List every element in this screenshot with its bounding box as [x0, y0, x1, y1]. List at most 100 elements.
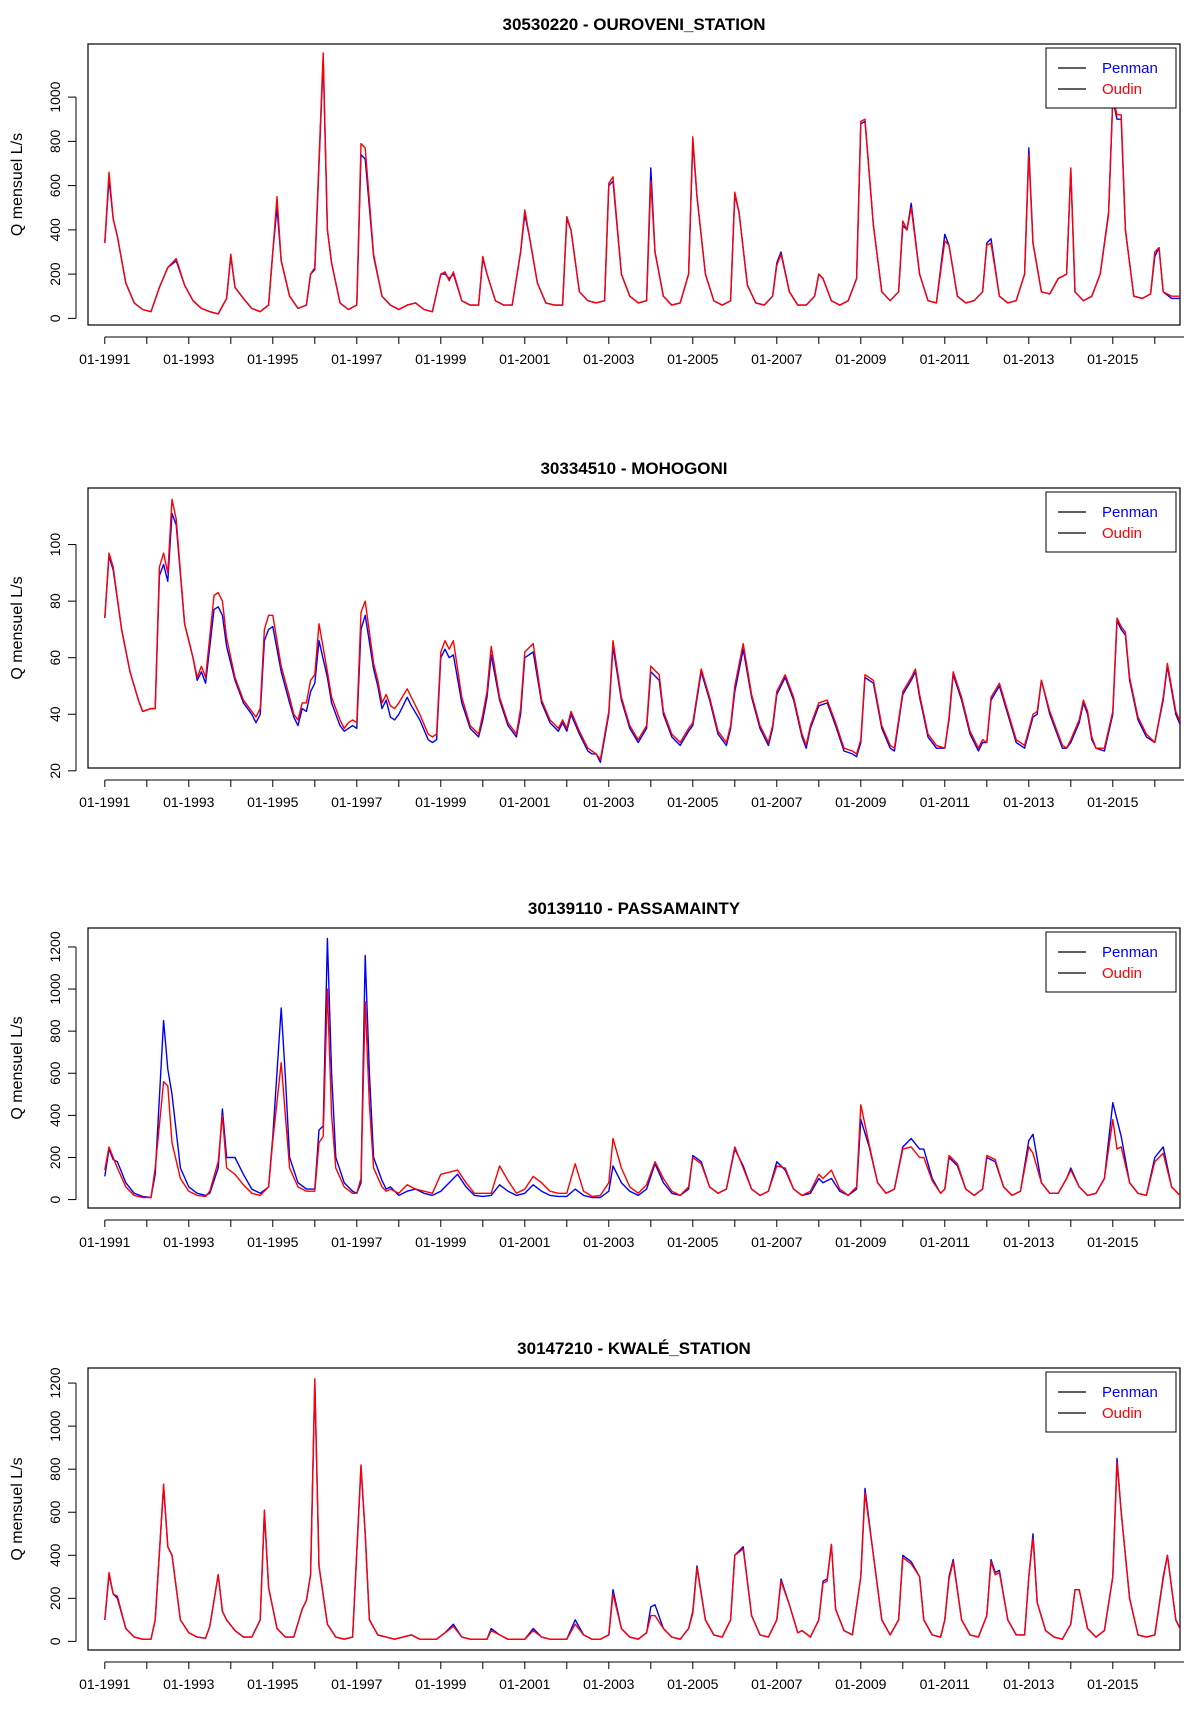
chart-title: 30530220 - OUROVENI_STATION — [503, 15, 766, 34]
chart-panel-1: 30530220 - OUROVENI_STATION Q mensuel L/s… — [9, 15, 1184, 367]
legend-box — [1045, 931, 1177, 993]
x-tick-label: 01-1993 — [163, 1676, 215, 1692]
x-tick-label: 01-2015 — [1087, 1676, 1139, 1692]
x-tick-label: 01-1991 — [79, 351, 131, 367]
y-tick-label: 600 — [47, 1500, 63, 1524]
legend: Penman Oudin — [1045, 931, 1177, 993]
x-tick-label: 01-2015 — [1087, 1234, 1139, 1250]
chart-panel-2: 30334510 - MOHOGONI Q mensuel L/s 20 40 60 80… — [9, 459, 1184, 810]
y-tick-label: 80 — [47, 593, 63, 609]
x-tick-label: 01-2013 — [1003, 1234, 1055, 1250]
x-tick-label: 01-1995 — [247, 351, 299, 367]
x-tick-label: 01-2003 — [583, 794, 635, 810]
y-axis-label: Q mensuel L/s — [9, 1016, 26, 1119]
x-tick-label: 01-2007 — [751, 1234, 803, 1250]
x-tick-label: 01-2005 — [667, 794, 719, 810]
y-tick-label: 1000 — [47, 81, 63, 112]
y-tick-label: 800 — [47, 129, 63, 153]
series-line-oudin — [104, 988, 1180, 1199]
x-tick-label: 01-1999 — [415, 1234, 467, 1250]
x-tick-label: 01-1993 — [163, 1234, 215, 1250]
x-tick-label: 01-2011 — [920, 1234, 971, 1250]
x-tick-label: 01-2007 — [751, 794, 803, 810]
legend-label-penman: Penman — [1102, 60, 1158, 77]
y-tick-label: 0 — [47, 314, 63, 322]
x-tick-label: 01-2009 — [835, 351, 887, 367]
chart-panel-4: 30147210 - KWALÉ_STATION Q mensuel L/s 0 20… — [9, 1339, 1184, 1692]
chart-title: 30139110 - PASSAMAINTY — [528, 899, 741, 918]
x-tick-label: 01-2015 — [1087, 794, 1139, 810]
x-tick-label: 01-1995 — [247, 1234, 299, 1250]
x-tick-label: 01-2011 — [920, 794, 971, 810]
x-tick-label: 01-1997 — [331, 1234, 383, 1250]
series-line-penman — [104, 58, 1180, 315]
legend-box — [1045, 491, 1177, 553]
x-tick-label: 01-2005 — [667, 1234, 719, 1250]
x-tick-label: 01-1993 — [163, 351, 215, 367]
y-tick-label: 400 — [47, 1543, 63, 1567]
legend-box — [1045, 47, 1177, 109]
y-tick-label: 1000 — [47, 1410, 63, 1441]
x-tick-label: 01-2013 — [1003, 1676, 1055, 1692]
legend-label-oudin: Oudin — [1102, 1405, 1142, 1422]
y-tick-label: 100 — [47, 533, 63, 557]
y-tick-label: 200 — [47, 1146, 63, 1170]
y-axis-label: Q mensuel L/s — [9, 1457, 26, 1560]
y-tick-label: 0 — [47, 1195, 63, 1203]
x-tick-label: 01-1993 — [163, 794, 215, 810]
legend: Penman Oudin — [1045, 47, 1177, 109]
plot-frame — [87, 487, 1181, 769]
x-tick-label: 01-1997 — [331, 351, 383, 367]
legend-label-oudin: Oudin — [1102, 965, 1142, 982]
y-tick-label: 1000 — [47, 973, 63, 1004]
chart-title: 30147210 - KWALÉ_STATION — [517, 1339, 751, 1358]
plot-frame — [87, 1367, 1181, 1651]
y-tick-label: 200 — [47, 262, 63, 286]
y-tick-label: 60 — [47, 650, 63, 666]
legend-box — [1045, 1371, 1177, 1433]
y-axis-label: Q mensuel L/s — [9, 576, 26, 679]
x-tick-label: 01-2001 — [499, 1676, 551, 1692]
x-tick-label: 01-2013 — [1003, 351, 1055, 367]
legend-label-penman: Penman — [1102, 1384, 1158, 1401]
chart-panel-3: 30139110 - PASSAMAINTY Q mensuel L/s 0 200 4… — [9, 899, 1184, 1250]
x-tick-label: 01-2007 — [751, 351, 803, 367]
chart-title: 30334510 - MOHOGONI — [540, 459, 727, 478]
y-tick-label: 1200 — [47, 931, 63, 962]
x-tick-label: 01-1991 — [79, 1234, 131, 1250]
y-tick-label: 40 — [47, 706, 63, 722]
x-tick-label: 01-2009 — [835, 794, 887, 810]
x-tick-label: 01-2013 — [1003, 794, 1055, 810]
y-tick-label: 600 — [47, 174, 63, 198]
series-line-oudin — [104, 52, 1180, 315]
x-tick-label: 01-1997 — [331, 794, 383, 810]
series-line-oudin — [104, 1378, 1180, 1640]
x-tick-label: 01-2001 — [499, 1234, 551, 1250]
x-tick-label: 01-2011 — [920, 1676, 971, 1692]
series-line-penman — [104, 1382, 1180, 1640]
legend-label-penman: Penman — [1102, 504, 1158, 521]
x-tick-label: 01-2003 — [583, 1676, 635, 1692]
plot-frame — [87, 927, 1181, 1209]
legend-label-penman: Penman — [1102, 944, 1158, 961]
y-tick-label: 800 — [47, 1019, 63, 1043]
x-tick-label: 01-1999 — [415, 351, 467, 367]
y-tick-label: 20 — [47, 763, 63, 779]
x-tick-label: 01-1995 — [247, 1676, 299, 1692]
x-tick-label: 01-1991 — [79, 1676, 131, 1692]
x-tick-label: 01-1999 — [415, 794, 467, 810]
x-tick-label: 01-1997 — [331, 1676, 383, 1692]
legend: Penman Oudin — [1045, 491, 1177, 553]
y-tick-label: 400 — [47, 1103, 63, 1127]
x-tick-label: 01-2007 — [751, 1676, 803, 1692]
x-tick-label: 01-1995 — [247, 794, 299, 810]
x-tick-label: 01-2005 — [667, 351, 719, 367]
legend-label-oudin: Oudin — [1102, 525, 1142, 542]
y-axis-label: Q mensuel L/s — [9, 133, 26, 236]
x-tick-label: 01-2011 — [920, 351, 971, 367]
x-tick-label: 01-2003 — [583, 1234, 635, 1250]
x-tick-label: 01-2009 — [835, 1676, 887, 1692]
y-tick-label: 400 — [47, 218, 63, 242]
x-tick-label: 01-2009 — [835, 1234, 887, 1250]
